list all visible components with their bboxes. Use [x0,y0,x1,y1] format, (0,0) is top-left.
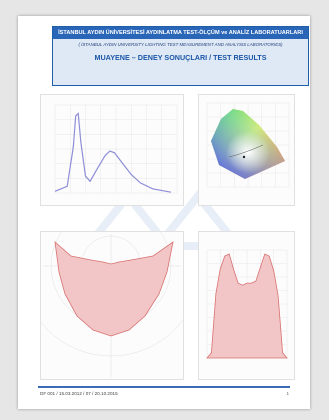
institution-name: İSTANBUL AYDIN ÜNİVERSİTESİ AYDINLATMA T… [53,27,308,39]
cie-diagram-panel [198,94,295,206]
cie-diagram [206,102,290,188]
polar-chart-panel [20,175,202,380]
polar-distribution-curve [54,240,174,337]
spectrum-curve [54,112,172,193]
report-header: İSTANBUL AYDIN ÜNİVERSİTESİ AYDINLATMA T… [52,26,309,86]
page-number: 1 [286,391,289,396]
intensity-chart [206,249,288,359]
cie-measurement-point [242,155,246,159]
spectrum-chart-panel [40,94,184,206]
document-reference: DF 001 / 15.03.2012 / 07 / 20.10.2015 [40,391,118,396]
polar-chart [20,175,202,377]
cie-gamut-white [211,109,285,179]
footer-divider [38,386,290,388]
spectrum-chart [54,104,178,194]
spectrum-grid [54,104,178,194]
document-page: İSTANBUL AYDIN ÜNİVERSİTESİ AYDINLATMA T… [18,16,310,409]
cie-planckian-locus [228,144,264,158]
report-title: MUAYENE – DENEY SONUÇLARI / TEST RESULTS [94,52,267,62]
intensity-chart-panel [198,231,295,380]
institution-name-en: ( İSTANBUL AYDIN UNIVERSITY LIGHTING TES… [78,41,283,47]
intensity-curve [206,253,288,359]
